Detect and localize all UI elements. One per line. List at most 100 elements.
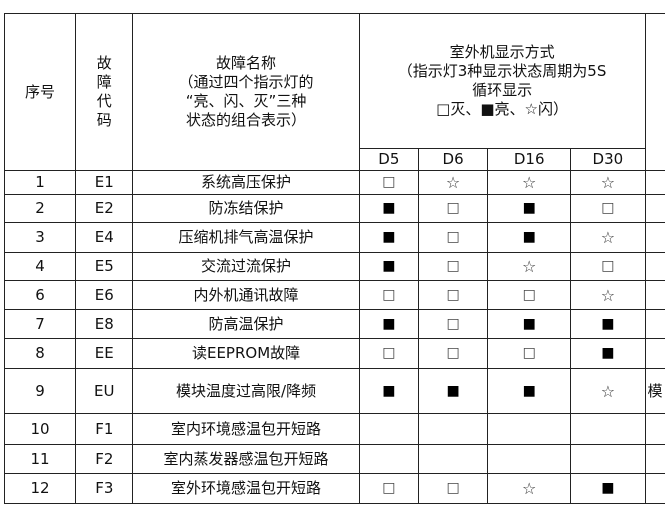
led-off-icon: □ [417,309,489,339]
led-off-icon: □ [358,338,419,369]
row-extra [644,194,665,223]
row-code: E4 [75,222,134,253]
led-off-icon: □ [487,338,572,369]
row-code: EU [75,368,134,414]
led-flash-icon: ☆ [487,252,572,281]
row-name: 读EEPROM故障 [132,338,360,369]
led-flash-icon: ☆ [417,170,489,195]
header-display-title: 室外机显示方式 [449,43,555,61]
table-row: 9 EU 模块温度过高限/降频 ■ ■ ■ ☆ 模 [3,368,665,414]
row-name: 室外环境感温包开短路 [132,473,360,504]
led-off-icon: □ [358,473,419,504]
led-flash-icon: ☆ [487,170,572,195]
led-off-icon: □ [417,194,489,223]
led-cell [358,413,419,445]
led-cell [487,444,572,474]
led-flash-icon: ☆ [570,368,646,414]
led-flash-icon: ☆ [487,473,572,504]
led-on-icon: ■ [570,309,646,339]
led-flash-icon: ☆ [570,222,646,253]
row-seq: 4 [3,252,77,281]
row-extra [644,338,665,369]
led-off-icon: □ [417,473,489,504]
led-on-icon: ■ [358,222,419,253]
row-seq: 1 [3,170,77,195]
row-seq: 6 [3,280,77,310]
row-extra [644,473,665,504]
table-row: 2 E2 防冻结保护 ■ □ ■ □ [3,194,665,223]
led-cell [570,444,646,474]
row-seq: 2 [3,194,77,223]
led-on-icon: ■ [487,368,572,414]
led-off-icon: □ [570,194,646,223]
row-name: 内外机通讯故障 [132,280,360,310]
extra-column-header [644,13,665,171]
row-name: 模块温度过高限/降频 [132,368,360,414]
row-code: E8 [75,309,134,339]
led-off-icon: □ [417,280,489,310]
row-code: F2 [75,444,134,474]
led-on-icon: ■ [487,222,572,253]
row-seq: 8 [3,338,77,369]
table-row: 1 E1 系统高压保护 □ ☆ ☆ ☆ [3,170,665,195]
row-extra [644,309,665,339]
table-row: 4 E5 交流过流保护 ■ □ ☆ □ [3,252,665,281]
led-on-icon: ■ [487,309,572,339]
row-seq: 3 [3,222,77,253]
row-seq: 9 [3,368,77,414]
header-seq: 序号 [3,13,77,171]
row-code: E6 [75,280,134,310]
header-led-d16: D16 [487,148,572,171]
row-seq: 10 [3,413,77,445]
fault-code-table: 序号 故 障 代 码 故障名称 （通过四个指示灯的 “亮、闪、灭”三种 状态的组… [3,13,665,504]
table-row: 7 E8 防高温保护 ■ □ ■ ■ [3,309,665,339]
led-flash-icon: ☆ [570,170,646,195]
led-on-icon: ■ [358,368,419,414]
led-cell [487,413,572,445]
led-off-icon: □ [417,338,489,369]
row-name: 压缩机排气高温保护 [132,222,360,253]
row-code: E2 [75,194,134,223]
row-code: F3 [75,473,134,504]
header-name-title: 故障名称 [216,54,277,72]
row-seq: 7 [3,309,77,339]
header-code: 故 障 代 码 [75,13,134,171]
header-name-note: （通过四个指示灯的 “亮、闪、灭”三种 状态的组合表示） [178,73,314,129]
led-off-icon: □ [358,170,419,195]
row-extra [644,170,665,195]
row-extra [644,444,665,474]
header-led-d5: D5 [358,148,419,171]
row-code: E1 [75,170,134,195]
row-seq: 11 [3,444,77,474]
led-on-icon: ■ [487,194,572,223]
led-cell [358,444,419,474]
row-extra [644,222,665,253]
header-name: 故障名称 （通过四个指示灯的 “亮、闪、灭”三种 状态的组合表示） [132,13,360,171]
led-off-icon: □ [358,280,419,310]
table-row: 12 F3 室外环境感温包开短路 □ □ ☆ ■ [3,473,665,504]
led-on-icon: ■ [358,309,419,339]
led-off-icon: □ [570,252,646,281]
row-code: E5 [75,252,134,281]
table-row: 8 EE 读EEPROM故障 □ □ □ ■ [3,338,665,369]
led-off-icon: □ [487,280,572,310]
row-code: F1 [75,413,134,445]
led-off-icon: □ [417,252,489,281]
led-on-icon: ■ [570,473,646,504]
row-extra [644,252,665,281]
table-row: 3 E4 压缩机排气高温保护 ■ □ ■ ☆ [3,222,665,253]
led-on-icon: ■ [417,368,489,414]
table-row: 10 F1 室内环境感温包开短路 [3,413,665,445]
row-name: 防高温保护 [132,309,360,339]
header-display: 室外机显示方式 （指示灯3种显示状态周期为5S 循环显示 □灭、■亮、☆闪） [358,13,646,149]
led-flash-icon: ☆ [570,280,646,310]
row-name: 交流过流保护 [132,252,360,281]
row-name: 防冻结保护 [132,194,360,223]
row-extra [644,413,665,445]
header-led-d6: D6 [417,148,489,171]
row-code: EE [75,338,134,369]
row-name: 室内蒸发器感温包开短路 [132,444,360,474]
table-row: 6 E6 内外机通讯故障 □ □ □ ☆ [3,280,665,310]
led-cell [570,413,646,445]
led-off-icon: □ [417,222,489,253]
